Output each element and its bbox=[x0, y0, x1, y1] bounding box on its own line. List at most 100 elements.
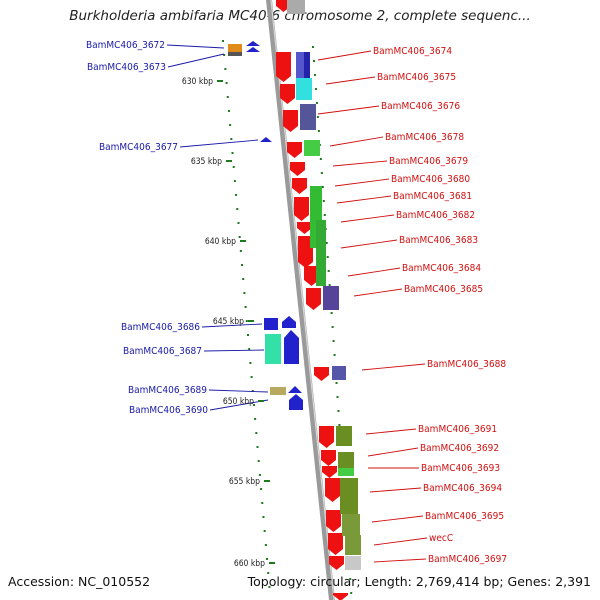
gene-blue-arrow bbox=[288, 386, 302, 393]
gene-label-right: BamMC406_3676 bbox=[381, 101, 460, 112]
kbp-tick-label: 650 kbp bbox=[223, 397, 254, 407]
gene-red-arrow bbox=[290, 162, 305, 176]
leader-line bbox=[201, 323, 263, 328]
gc-dot bbox=[262, 516, 265, 518]
gc-dot bbox=[315, 102, 318, 104]
gene-label-right: BamMC406_3674 bbox=[373, 46, 452, 57]
gc-dot bbox=[335, 382, 338, 384]
gene-red-arrow bbox=[314, 367, 329, 381]
gene-label-right: BamMC406_3675 bbox=[377, 72, 456, 83]
gene-cog-box bbox=[296, 78, 312, 100]
gc-dot bbox=[338, 424, 341, 426]
leader-line bbox=[325, 76, 376, 85]
gene-red-arrow bbox=[333, 593, 348, 600]
kbp-tick-mark bbox=[226, 160, 232, 162]
kbp-tick-label: 655 kbp bbox=[229, 477, 260, 487]
leader-line bbox=[371, 515, 424, 523]
leader-line bbox=[347, 267, 401, 277]
gene-blue-arrow bbox=[289, 394, 303, 410]
gc-dot bbox=[249, 362, 252, 364]
kbp-tick-mark bbox=[240, 240, 246, 242]
gc-dot bbox=[326, 256, 329, 258]
gene-cog-box bbox=[304, 52, 310, 78]
gene-label-right: BamMC406_3678 bbox=[385, 132, 464, 143]
gene-red-arrow bbox=[322, 466, 337, 478]
backbone-strand bbox=[266, 0, 335, 600]
gc-dot bbox=[239, 250, 242, 252]
gene-label-left: BamMC406_3686 bbox=[121, 322, 200, 333]
gc-dot bbox=[319, 158, 322, 160]
gene-red-arrow bbox=[326, 510, 341, 532]
gc-dot bbox=[250, 376, 253, 378]
leader-line bbox=[334, 178, 390, 187]
gene-red-arrow bbox=[319, 426, 334, 448]
gene-red-arrow bbox=[328, 533, 343, 555]
leader-line bbox=[336, 195, 392, 204]
gc-dot bbox=[254, 418, 257, 420]
gc-dot bbox=[330, 312, 333, 314]
gene-labels: BamMC406_3672 BamMC406_3673 BamMC406_3677 B… bbox=[86, 40, 507, 565]
kbp-tick-label: 660 kbp bbox=[234, 559, 265, 569]
gc-dot bbox=[223, 54, 226, 56]
gc-dot bbox=[317, 130, 320, 132]
gc-dot bbox=[252, 404, 255, 406]
gc-dot bbox=[312, 46, 314, 48]
gc-dot bbox=[321, 186, 324, 188]
gene-cog-box bbox=[338, 452, 354, 468]
gc-dot bbox=[332, 340, 335, 342]
summary-text: Topology: circular; Length: 2,769,414 bp… bbox=[247, 574, 591, 589]
gc-dot bbox=[337, 410, 340, 412]
gene-features bbox=[228, 0, 361, 600]
leader-line bbox=[353, 288, 403, 297]
gc-dot bbox=[231, 152, 234, 154]
gene-red-arrow bbox=[283, 110, 298, 132]
gene-cog-box bbox=[332, 366, 346, 380]
gene-label-left: BamMC406_3677 bbox=[99, 142, 178, 153]
gene-label-right: BamMC406_3694 bbox=[423, 483, 502, 494]
gene-red-arrow bbox=[321, 450, 336, 466]
leader-line bbox=[332, 160, 388, 167]
gene-red-arrow bbox=[325, 478, 340, 502]
gene-label-right: BamMC406_3679 bbox=[389, 156, 468, 167]
gene-red-arrow bbox=[280, 84, 295, 104]
backbone-highlight bbox=[270, 0, 335, 600]
gc-dot bbox=[227, 110, 230, 112]
gc-dot bbox=[230, 138, 233, 140]
gc-dot bbox=[257, 460, 260, 462]
gene-label-right: BamMC406_3681 bbox=[393, 191, 472, 202]
gene-blue-arrow bbox=[246, 41, 260, 46]
gene-label-right: BamMC406_3683 bbox=[399, 235, 478, 246]
gene-cog-box bbox=[342, 514, 360, 536]
gc-dot bbox=[320, 172, 323, 174]
gene-cog-box bbox=[264, 318, 278, 330]
gene-red-arrow bbox=[329, 556, 344, 570]
leader-line bbox=[208, 389, 269, 393]
gc-dot bbox=[336, 396, 339, 398]
leader-line bbox=[179, 139, 259, 148]
leader-line bbox=[373, 537, 428, 546]
gc-dot bbox=[268, 586, 271, 588]
gc-dot bbox=[245, 320, 248, 322]
gene-cog-box bbox=[304, 140, 320, 156]
gene-label-left: BamMC406_3687 bbox=[123, 346, 202, 357]
gene-cog-box bbox=[287, 0, 305, 14]
gene-label-right: BamMC406_3684 bbox=[402, 263, 481, 274]
gene-label-right: BamMC406_3688 bbox=[427, 359, 506, 370]
gene-red-arrow bbox=[276, 52, 291, 82]
gc-dot bbox=[266, 558, 269, 560]
gc-dot bbox=[235, 194, 238, 196]
leader-line bbox=[369, 487, 422, 493]
gene-cog-box bbox=[228, 44, 242, 52]
leader-line bbox=[367, 447, 419, 457]
leader-line bbox=[365, 428, 417, 435]
gene-cog-box bbox=[345, 556, 361, 570]
leader-line bbox=[340, 239, 398, 249]
gene-red-arrow bbox=[287, 142, 302, 158]
kbp-tick-mark bbox=[248, 320, 254, 322]
gene-cog-box bbox=[340, 478, 358, 514]
gene-cog-box bbox=[296, 52, 304, 78]
gc-dot bbox=[325, 242, 328, 244]
gc-dot bbox=[256, 446, 259, 448]
kbp-tick-mark bbox=[258, 400, 264, 402]
